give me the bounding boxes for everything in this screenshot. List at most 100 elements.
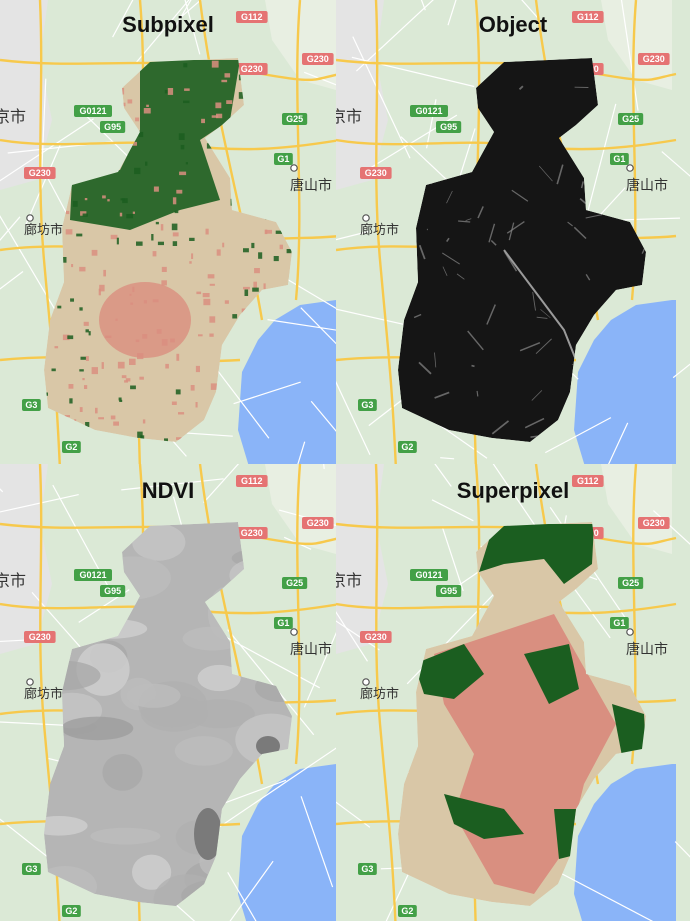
- urban-area: [265, 0, 336, 90]
- pixel-patch: [82, 378, 85, 381]
- pixel-patch: [135, 117, 140, 122]
- pixel-patch: [85, 356, 89, 361]
- pixel-patch: [174, 210, 179, 214]
- city-marker: [362, 678, 370, 686]
- road-shield: [62, 905, 81, 917]
- pixel-patch: [172, 197, 177, 205]
- sea-water: [574, 300, 676, 464]
- pixel-patch: [130, 385, 136, 390]
- pixel-patch: [160, 224, 164, 231]
- pixel-patch: [226, 100, 233, 104]
- pixel-patch: [207, 274, 215, 279]
- road-shield-label: G3: [25, 400, 37, 410]
- minor-road: [336, 380, 371, 455]
- road-shield: [610, 153, 629, 165]
- road-shield: [236, 63, 268, 75]
- ndvi-segment: [102, 754, 143, 791]
- pixel-patch: [91, 249, 98, 256]
- pixel-patch: [82, 213, 88, 217]
- minor-road: [336, 611, 369, 662]
- ndvi-segment: [132, 854, 172, 890]
- minor-road: [441, 527, 464, 592]
- highway: [374, 464, 397, 921]
- map-panel-superpixel: 京市廊坊市唐山市G112G230G230G0121G95G25G1G230G3G…: [336, 464, 690, 921]
- highway: [374, 0, 397, 464]
- pixel-patch: [79, 266, 86, 272]
- road-shield-label: G25: [286, 114, 303, 124]
- pixel-patch: [83, 321, 89, 326]
- object-edge: [434, 352, 437, 368]
- minor-road: [233, 381, 301, 405]
- object-edge: [567, 221, 573, 227]
- object-edge: [442, 266, 448, 276]
- minor-road: [352, 36, 411, 159]
- pixel-patch: [80, 356, 87, 360]
- pixel-patch: [189, 261, 192, 264]
- city-marker: [290, 164, 298, 172]
- road-shield: [638, 53, 670, 65]
- city-label-tangshan: 唐山市: [626, 641, 668, 657]
- pixel-patch: [126, 214, 134, 219]
- city-label-langfang: 廊坊市: [360, 686, 399, 701]
- road-shield: [302, 517, 334, 529]
- pixel-patch: [202, 293, 210, 298]
- pixel-patch: [244, 289, 249, 296]
- minor-road: [310, 400, 336, 432]
- pixel-patch: [54, 346, 59, 349]
- pixel-patch: [136, 241, 143, 246]
- road-shield-label: G112: [241, 12, 263, 22]
- pixel-patch: [151, 234, 154, 241]
- pixel-patch: [190, 385, 195, 391]
- pixel-patch: [64, 415, 70, 418]
- pixel-patch: [215, 102, 222, 109]
- pixel-patch: [161, 266, 167, 272]
- pixel-patch: [118, 397, 122, 401]
- pixel-patch: [101, 362, 104, 369]
- city-label-tangshan: 唐山市: [290, 177, 332, 193]
- pixel-patch: [110, 415, 116, 420]
- pixel-patch: [251, 242, 255, 249]
- object-edge: [573, 226, 587, 240]
- pixel-patch: [175, 389, 181, 395]
- pixel-patch: [62, 334, 70, 341]
- road-shield: [100, 121, 126, 133]
- pixel-patch: [98, 417, 104, 420]
- pixel-patch: [113, 421, 119, 426]
- pixel-patch: [195, 402, 198, 408]
- pixel-patch: [127, 99, 133, 104]
- minor-road: [551, 868, 654, 921]
- road-shield-label: G25: [622, 114, 639, 124]
- road-shield-label: G0121: [79, 106, 106, 116]
- object-edge: [518, 85, 524, 90]
- urban-area: [601, 464, 672, 554]
- minor-road: [587, 103, 617, 211]
- road-shield: [236, 475, 268, 487]
- road-shield: [22, 399, 41, 411]
- pixel-patch: [72, 200, 78, 207]
- pixel-patch: [224, 300, 229, 304]
- pixel-patch: [201, 118, 205, 124]
- forest-area: [414, 644, 484, 699]
- object-background: [398, 58, 646, 442]
- pixel-patch: [209, 283, 215, 286]
- pixel-patch: [224, 73, 231, 78]
- pixel-patch: [67, 335, 74, 340]
- object-edge: [488, 223, 496, 243]
- minor-road: [25, 144, 61, 226]
- pixel-patch: [232, 314, 238, 319]
- minor-road: [203, 464, 240, 504]
- road-shield: [24, 167, 56, 179]
- pixel-patch: [79, 369, 84, 372]
- pixel-patch: [211, 115, 219, 118]
- pixel-patch: [195, 365, 200, 373]
- pixel-patch: [273, 256, 279, 262]
- pixel-patch: [80, 211, 87, 216]
- road-shield-label: G112: [577, 12, 599, 22]
- pixel-patch: [88, 331, 91, 336]
- pixel-patch: [165, 363, 169, 369]
- pixel-patch: [143, 108, 151, 114]
- road-shield-label: G230: [241, 64, 263, 74]
- city-label-beijing: 京市: [336, 108, 362, 126]
- pixel-patch: [253, 281, 257, 288]
- bare-land: [44, 58, 292, 442]
